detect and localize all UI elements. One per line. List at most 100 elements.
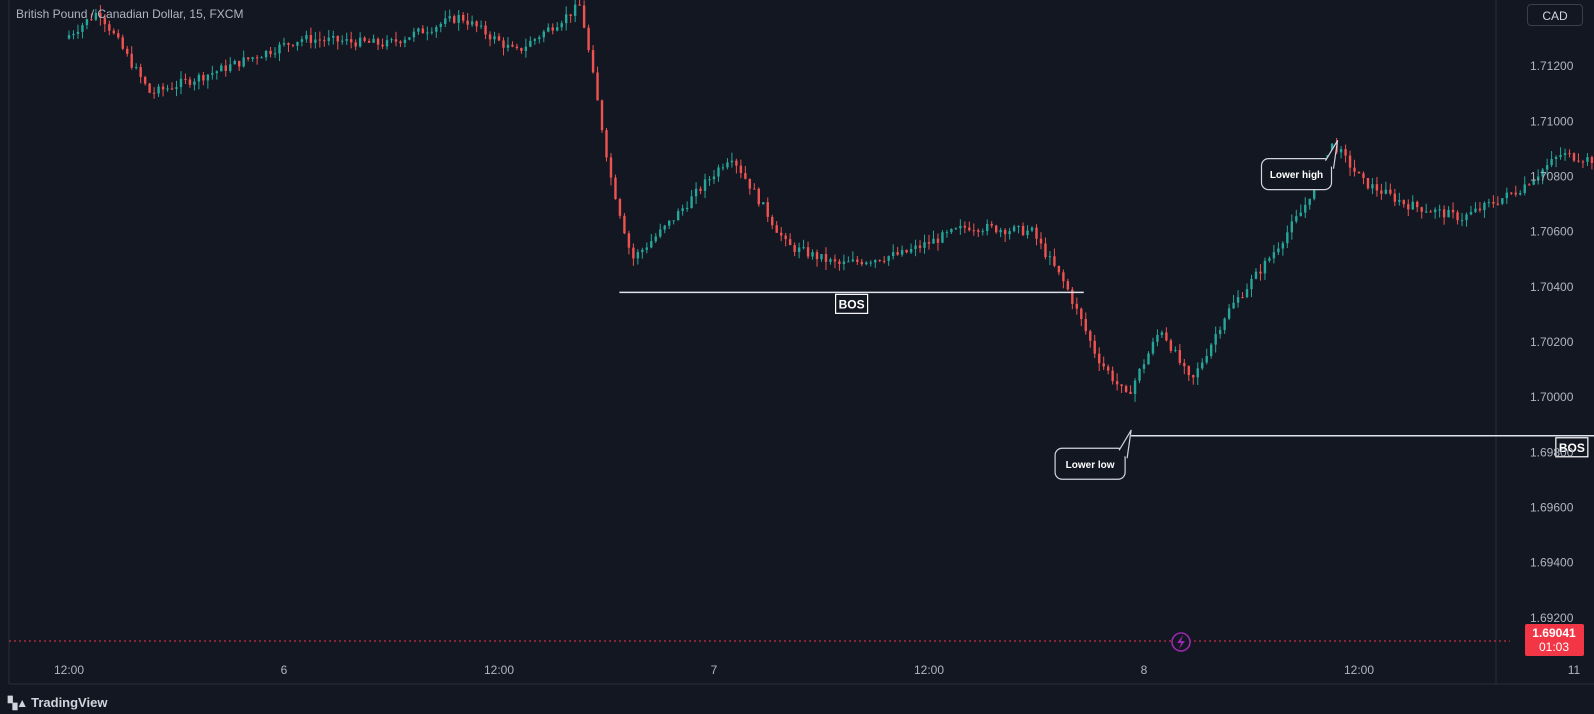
candle-body bbox=[636, 252, 640, 259]
candle-body bbox=[211, 73, 214, 75]
candle-body bbox=[1295, 216, 1298, 222]
price-tick-label: 1.70800 bbox=[1530, 170, 1574, 184]
candle-body bbox=[945, 232, 949, 234]
candle-body bbox=[1151, 341, 1155, 354]
candle-body bbox=[1541, 169, 1544, 177]
candle-body bbox=[533, 39, 537, 41]
candle-body bbox=[1375, 184, 1379, 191]
candle-body bbox=[1259, 271, 1262, 274]
alert-marker[interactable] bbox=[1171, 632, 1191, 652]
candle-body bbox=[1160, 332, 1164, 335]
candle-body bbox=[421, 28, 425, 34]
candle-body bbox=[1411, 201, 1414, 210]
candle-body bbox=[1048, 256, 1052, 258]
candle-body bbox=[511, 44, 514, 47]
candle-body bbox=[542, 31, 545, 38]
tradingview-brand[interactable]: ▚▲ TradingView bbox=[8, 695, 107, 710]
candle-body bbox=[435, 27, 438, 32]
candle-body bbox=[1528, 184, 1531, 186]
candle-body bbox=[224, 65, 227, 71]
candle-body bbox=[1142, 364, 1146, 369]
candle-body bbox=[1218, 329, 1222, 335]
candle-body bbox=[1348, 155, 1352, 168]
candle-body bbox=[1053, 256, 1056, 266]
candle-body bbox=[1505, 192, 1509, 199]
candle-body bbox=[1008, 231, 1011, 235]
candle-body bbox=[502, 40, 505, 48]
candle-body bbox=[968, 227, 971, 231]
candle-body bbox=[1102, 363, 1105, 367]
candle-body bbox=[932, 238, 935, 244]
candle-body bbox=[1478, 208, 1482, 211]
candle-body bbox=[1178, 350, 1182, 363]
candle-body bbox=[264, 50, 268, 58]
lightning-icon bbox=[1177, 635, 1185, 649]
candle-body bbox=[676, 211, 680, 221]
bos-label-box bbox=[1555, 437, 1589, 458]
candle-body bbox=[1254, 271, 1258, 279]
candle-body bbox=[251, 57, 254, 60]
time-axis[interactable]: 12:00612:00712:00812:001112:001212:00131… bbox=[54, 663, 1594, 677]
candle-body bbox=[520, 48, 523, 51]
price-axis[interactable]: 1.71200 1.71000 1.70800 1.70600 1.70400 1.702… bbox=[1530, 59, 1574, 625]
candle-body bbox=[1071, 289, 1074, 304]
candle-body bbox=[573, 4, 577, 16]
candle-body bbox=[833, 259, 837, 262]
currency-button[interactable]: CAD bbox=[1527, 4, 1583, 26]
bos-label-box bbox=[834, 293, 869, 314]
candle-body bbox=[453, 16, 456, 23]
candle-body bbox=[1389, 189, 1392, 194]
callout[interactable]: Lower low bbox=[1054, 429, 1132, 480]
symbol-title[interactable]: British Pound / Canadian Dollar, 15, FXC… bbox=[16, 7, 244, 21]
candle-body bbox=[1196, 368, 1199, 378]
time-tick-label: 12:00 bbox=[914, 663, 944, 677]
candle-body bbox=[891, 252, 895, 257]
candle-body bbox=[1115, 381, 1119, 385]
candle-body bbox=[1227, 308, 1231, 319]
candle-body bbox=[1062, 272, 1065, 282]
candle-body bbox=[815, 252, 819, 260]
candle-body bbox=[591, 50, 595, 73]
callout[interactable]: Lower high bbox=[1260, 140, 1339, 191]
candle-body bbox=[85, 19, 89, 26]
candle-body bbox=[856, 259, 859, 262]
candle-body bbox=[1017, 225, 1020, 227]
candle-body bbox=[887, 256, 890, 261]
candle-body bbox=[314, 39, 317, 43]
candle-body bbox=[336, 35, 339, 42]
candle-body bbox=[390, 39, 393, 41]
time-tick-label: 7 bbox=[711, 663, 718, 677]
candle-body bbox=[1187, 366, 1190, 376]
candle-body bbox=[99, 12, 102, 18]
candle-body bbox=[762, 202, 765, 205]
candle-body bbox=[927, 242, 931, 244]
candle-body bbox=[287, 43, 290, 45]
candle-body bbox=[367, 40, 371, 43]
candle-body bbox=[90, 19, 93, 21]
candle-body bbox=[860, 261, 864, 265]
candle-body bbox=[1492, 202, 1495, 204]
candle-body bbox=[824, 254, 828, 262]
candle-body bbox=[1201, 362, 1204, 369]
candle-body bbox=[1039, 238, 1043, 244]
candle-body bbox=[1012, 226, 1016, 232]
candle-body bbox=[842, 261, 846, 265]
candle-body bbox=[1465, 214, 1468, 221]
candle-body bbox=[67, 35, 71, 39]
candle-body bbox=[797, 247, 801, 252]
candle-body bbox=[291, 44, 295, 46]
candle-body bbox=[564, 14, 568, 24]
plot-area[interactable] bbox=[9, 0, 1496, 684]
candle-body bbox=[305, 35, 308, 40]
candle-body bbox=[1106, 366, 1110, 371]
price-tick-label: 1.70000 bbox=[1530, 390, 1574, 404]
candle-body bbox=[730, 160, 734, 163]
candle-body bbox=[1501, 198, 1504, 204]
candle-body bbox=[341, 40, 344, 42]
callout-tail bbox=[1118, 429, 1132, 459]
tradingview-logo-icon: ▚▲ bbox=[8, 695, 28, 710]
candle-body bbox=[309, 35, 313, 43]
